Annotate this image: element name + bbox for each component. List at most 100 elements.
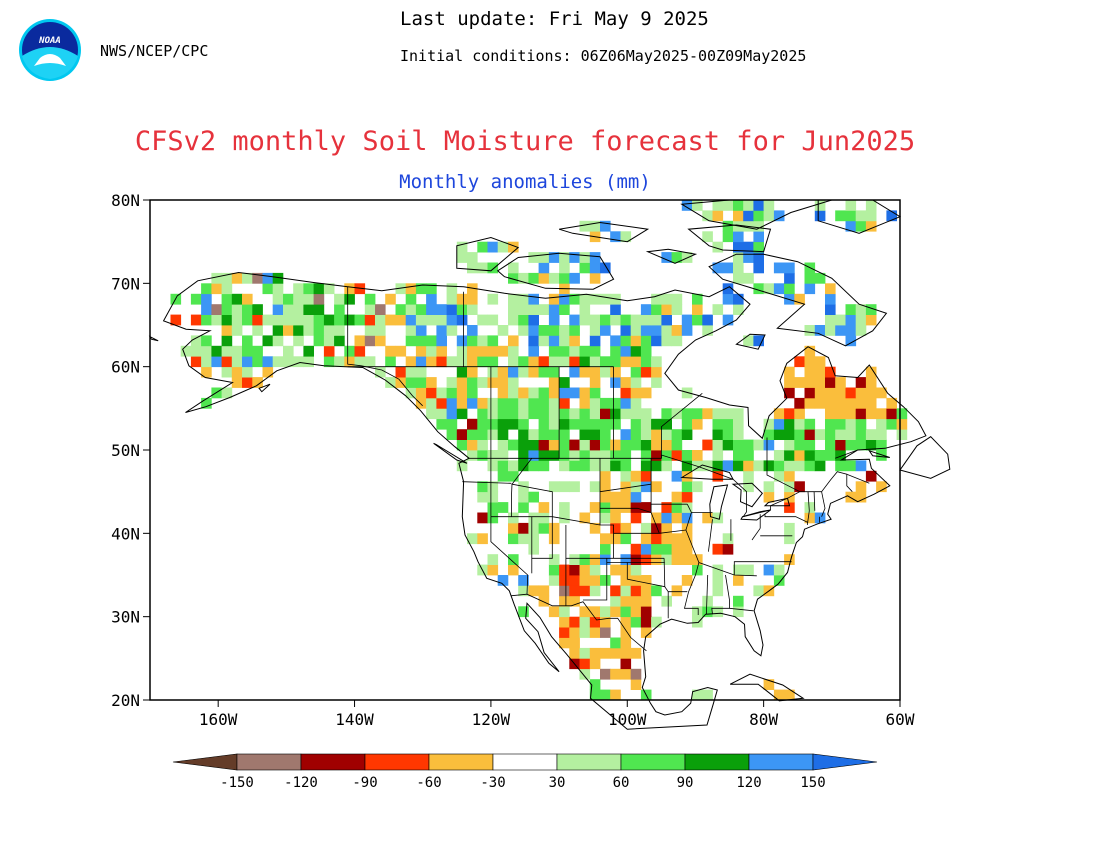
anomaly-cell [456,397,468,409]
anomaly-cell [835,397,846,409]
anomaly-cell [293,293,304,305]
anomaly-cell [784,262,795,274]
anomaly-cell [620,616,632,628]
anomaly-cell [518,606,529,618]
anomaly-cell [804,356,816,368]
anomaly-cell [528,387,539,399]
anomaly-cell [313,283,325,295]
anomaly-cell [845,220,857,232]
anomaly-cell [620,564,632,576]
anomaly-cell [702,439,713,451]
anomaly-cell [518,408,529,420]
anomaly-cell [600,366,611,378]
anomaly-cell [364,335,376,347]
anomaly-cell [272,283,284,295]
anomaly-cell [477,533,488,545]
colorbar-swatch [620,753,686,771]
colorbar-max-arrow [812,753,878,771]
anomaly-cell [313,293,325,305]
anomaly-cell [835,439,846,451]
anomaly-cell [702,325,713,336]
anomaly-cell [630,325,642,336]
anomaly-cell [671,554,683,565]
anomaly-cell [405,325,417,336]
anomaly-cell [784,366,795,378]
anomaly-cell [436,408,447,420]
anomaly-cell [692,564,703,576]
anomaly-cell [569,460,580,472]
anomaly-cell [477,335,488,347]
border-line [462,481,512,484]
anomaly-cell [446,293,458,305]
anomaly-cell [753,335,764,347]
anomaly-cell [610,377,621,388]
anomaly-cell [681,325,693,336]
anomaly-cell [385,345,396,357]
anomaly-cell [538,304,550,315]
anomaly-cell [589,418,601,430]
anomaly-cell [773,283,785,295]
anomaly-cell [467,439,478,451]
anomaly-cell [456,387,468,399]
border-line [663,558,669,619]
anomaly-cell [865,304,877,315]
anomaly-cell [221,387,233,399]
anomaly-cell [548,377,560,388]
border-line [806,491,810,526]
anomaly-cell [405,304,417,315]
anomaly-cell [743,335,754,347]
anomaly-cell [600,397,611,409]
anomaly-cell [855,377,867,388]
anomaly-cell [415,356,427,368]
anomaly-cell [293,283,304,295]
anomaly-cell [569,387,580,399]
anomaly-cell [804,325,816,336]
anomaly-cell [477,429,488,440]
anomaly-cell [456,314,468,326]
anomaly-cell [600,429,611,440]
anomaly-cell [640,575,652,586]
anomaly-cell [385,356,396,368]
anomaly-cell [865,429,877,440]
anomaly-cell [743,470,754,482]
anomaly-cell [528,366,539,378]
anomaly-cell [415,397,427,409]
anomaly-cell [559,429,570,440]
anomaly-cell [415,377,427,388]
anomaly-cell [753,262,764,274]
anomaly-cell [528,293,539,305]
anomaly-cell [640,554,652,565]
anomaly-cell [804,272,816,284]
anomaly-cell [753,460,764,472]
anomaly-cell [589,439,601,451]
anomaly-cell [600,408,611,420]
logo-text: NOAA [38,36,61,46]
anomaly-cell [865,377,877,388]
anomaly-cell [600,262,611,274]
anomaly-cell [681,554,693,565]
anomaly-cell [508,460,519,472]
anomaly-cell [743,439,754,451]
anomaly-cell [518,304,529,315]
anomaly-cell [886,418,897,430]
anomaly-cell [283,356,294,368]
anomaly-cell [794,408,805,420]
anomaly-cell [487,450,499,461]
anomaly-cell [221,283,233,295]
anomaly-cell [559,502,570,513]
anomaly-cell [773,460,785,472]
anomaly-cell [784,533,795,545]
anomaly-cell [784,387,795,399]
anomaly-cell [620,439,632,451]
lat-label: 40N [111,524,140,543]
anomaly-cell [518,272,529,284]
anomaly-cell [508,377,519,388]
colorbar-swatch [556,753,622,771]
anomaly-cell [865,220,877,232]
anomaly-cell [651,481,662,493]
anomaly-cell [548,387,560,399]
anomaly-cell [528,512,539,524]
anomaly-cell [651,512,662,524]
anomaly-cell [415,366,427,378]
anomaly-cell [487,335,499,347]
